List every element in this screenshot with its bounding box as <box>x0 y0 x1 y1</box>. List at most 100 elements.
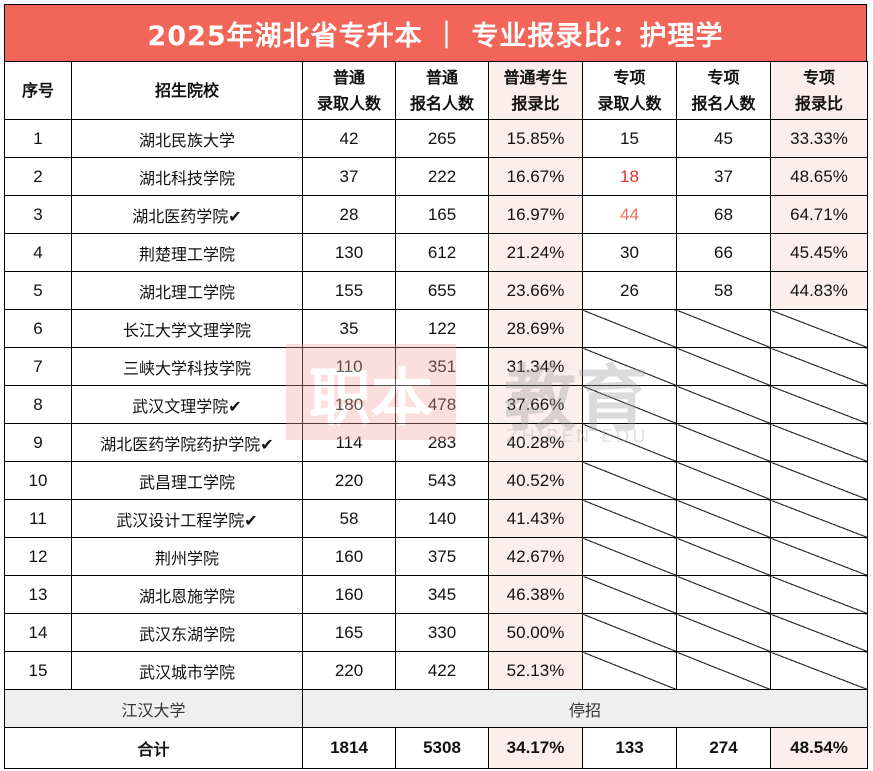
cell-normal-ratio: 21.24% <box>488 233 583 272</box>
cell-normal-apply: 165 <box>395 195 489 234</box>
cell-special-ratio: 64.71% <box>770 195 868 234</box>
cell-empty-slash <box>770 613 868 652</box>
cell-total-special-ratio: 48.54% <box>770 727 868 769</box>
cell-special-ratio: 33.33% <box>770 119 868 158</box>
cell-normal-admit: 28 <box>302 195 396 234</box>
cell-empty-slash <box>770 651 868 690</box>
cell-empty-slash <box>582 651 677 690</box>
table-row: 3 湖北医药学院✔ 28 165 16.97% 44 68 64.71% <box>4 195 868 234</box>
cell-normal-admit: 37 <box>302 157 396 196</box>
cell-total-special-apply: 274 <box>676 727 771 769</box>
cell-normal-ratio: 50.00% <box>488 613 583 652</box>
table-row: 10 武昌理工学院 220 543 40.52% <box>4 461 868 500</box>
cell-total-normal-apply: 5308 <box>395 727 489 769</box>
table-row: 15 武汉城市学院 220 422 52.13% <box>4 651 868 690</box>
cell-normal-ratio: 15.85% <box>488 119 583 158</box>
cell-empty-slash <box>582 309 677 348</box>
cell-school: 三峡大学科技学院 <box>71 347 303 386</box>
cell-empty-slash <box>582 613 677 652</box>
cell-normal-apply: 351 <box>395 347 489 386</box>
table-row: 13 湖北恩施学院 160 345 46.38% <box>4 575 868 614</box>
cell-empty-slash <box>676 347 771 386</box>
cell-special-apply: 37 <box>676 157 771 196</box>
page-title: 2025年湖北省专升本 ｜ 专业报录比：护理学 <box>4 4 867 61</box>
cell-empty-slash <box>676 651 771 690</box>
cell-normal-admit: 220 <box>302 651 396 690</box>
cell-normal-ratio: 28.69% <box>488 309 583 348</box>
cell-school: 湖北科技学院 <box>71 157 303 196</box>
cell-index: 11 <box>4 499 72 538</box>
table-row: 4 荆楚理工学院 130 612 21.24% 30 66 45.45% <box>4 233 868 272</box>
cell-empty-slash <box>770 575 868 614</box>
cell-normal-admit: 42 <box>302 119 396 158</box>
cell-normal-apply: 222 <box>395 157 489 196</box>
cell-school: 湖北民族大学 <box>71 119 303 158</box>
cell-normal-admit: 160 <box>302 537 396 576</box>
cell-empty-slash <box>676 537 771 576</box>
cell-normal-ratio: 37.66% <box>488 385 583 424</box>
cell-special-apply: 68 <box>676 195 771 234</box>
cell-index: 10 <box>4 461 72 500</box>
cell-normal-admit: 35 <box>302 309 396 348</box>
admission-ratio-sheet: 2025年湖北省专升本 ｜ 专业报录比：护理学 序号 招生院校 普通 录取人数 普… <box>4 4 868 769</box>
cell-empty-slash <box>676 385 771 424</box>
header-special-admit: 专项 录取人数 <box>582 61 677 120</box>
cell-normal-admit: 110 <box>302 347 396 386</box>
cell-index: 1 <box>4 119 72 158</box>
cell-index: 12 <box>4 537 72 576</box>
cell-special-admit: 26 <box>582 271 677 310</box>
cell-index: 14 <box>4 613 72 652</box>
cell-index: 9 <box>4 423 72 462</box>
cell-empty-slash <box>676 613 771 652</box>
cell-normal-apply: 265 <box>395 119 489 158</box>
table-row: 1 湖北民族大学 42 265 15.85% 15 45 33.33% <box>4 119 868 158</box>
table-row: 8 武汉文理学院✔ 180 478 37.66% <box>4 385 868 424</box>
cell-normal-admit: 114 <box>302 423 396 462</box>
table-row: 5 湖北理工学院 155 655 23.66% 26 58 44.83% <box>4 271 868 310</box>
header-normal-ratio: 普通考生 报录比 <box>488 61 583 120</box>
cell-school: 湖北医药学院药护学院✔ <box>71 423 303 462</box>
cell-normal-ratio: 31.34% <box>488 347 583 386</box>
cell-empty-slash <box>676 461 771 500</box>
cell-normal-admit: 130 <box>302 233 396 272</box>
cell-empty-slash <box>770 309 868 348</box>
total-row: 合计 1814 5308 34.17% 133 274 48.54% <box>4 727 868 769</box>
cell-total-label: 合计 <box>4 727 303 769</box>
cell-school: 武汉文理学院✔ <box>71 385 303 424</box>
cell-empty-slash <box>582 385 677 424</box>
cell-normal-apply: 330 <box>395 613 489 652</box>
cell-normal-admit: 155 <box>302 271 396 310</box>
cell-normal-ratio: 46.38% <box>488 575 583 614</box>
cell-school: 湖北理工学院 <box>71 271 303 310</box>
table-row: 14 武汉东湖学院 165 330 50.00% <box>4 613 868 652</box>
cell-school: 湖北医药学院✔ <box>71 195 303 234</box>
header-special-apply: 专项 报名人数 <box>676 61 771 120</box>
cell-normal-apply: 478 <box>395 385 489 424</box>
cell-index: 6 <box>4 309 72 348</box>
header-index: 序号 <box>4 61 72 120</box>
cell-normal-apply: 375 <box>395 537 489 576</box>
table-row: 6 长江大学文理学院 35 122 28.69% <box>4 309 868 348</box>
cell-empty-slash <box>770 537 868 576</box>
cell-special-admit: 15 <box>582 119 677 158</box>
table-row: 9 湖北医药学院药护学院✔ 114 283 40.28% <box>4 423 868 462</box>
cell-index: 2 <box>4 157 72 196</box>
cell-special-admit: 30 <box>582 233 677 272</box>
cell-empty-slash <box>770 499 868 538</box>
cell-special-ratio: 44.83% <box>770 271 868 310</box>
cell-special-admit: 18 <box>582 157 677 196</box>
cell-empty-slash <box>582 423 677 462</box>
cell-suspended-status: 停招 <box>302 689 868 728</box>
cell-total-normal-admit: 1814 <box>302 727 396 769</box>
cell-normal-ratio: 40.28% <box>488 423 583 462</box>
cell-normal-ratio: 52.13% <box>488 651 583 690</box>
cell-school: 武汉东湖学院 <box>71 613 303 652</box>
table-row: 2 湖北科技学院 37 222 16.67% 18 37 48.65% <box>4 157 868 196</box>
cell-empty-slash <box>676 423 771 462</box>
cell-special-admit: 44 <box>582 195 677 234</box>
cell-empty-slash <box>770 347 868 386</box>
cell-normal-admit: 160 <box>302 575 396 614</box>
cell-school: 荆楚理工学院 <box>71 233 303 272</box>
ratio-table: 序号 招生院校 普通 录取人数 普通 报名人数 普通考生 报录比 专项 录取人数 专项报… <box>4 61 868 769</box>
cell-suspended-school: 江汉大学 <box>4 689 303 728</box>
